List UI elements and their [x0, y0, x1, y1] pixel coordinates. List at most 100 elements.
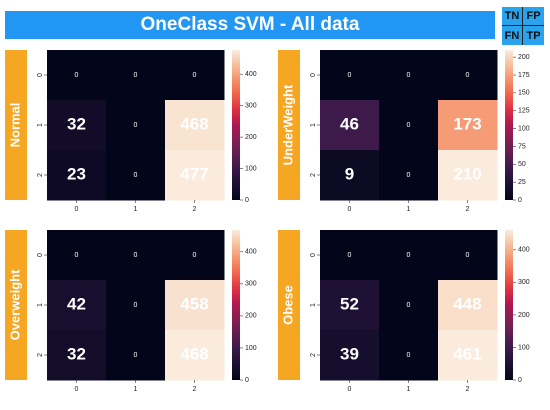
- heatmap-cell: [106, 330, 166, 381]
- y-tick-label: 0: [310, 253, 317, 257]
- y-tick-label: 2: [37, 173, 44, 177]
- colorbar-tick-label: 100: [518, 125, 530, 132]
- y-tick-label: 0: [37, 253, 44, 257]
- heatmap-cell: [320, 330, 380, 381]
- heatmap-cell: [165, 150, 225, 201]
- colorbar-tick-label: 25: [518, 179, 526, 186]
- colorbar-tick-label: 0: [245, 197, 249, 204]
- heatmap-cell: [165, 230, 225, 281]
- y-tick-label: 2: [310, 353, 317, 357]
- cell-value: 9: [345, 164, 354, 183]
- cell-value: 0: [134, 352, 138, 359]
- heatmap-cell: [379, 50, 439, 101]
- colorbar-tick-label: 125: [518, 108, 530, 115]
- cell-value: 0: [348, 72, 352, 79]
- x-tick-label: 0: [75, 206, 79, 213]
- heatmap-cell: [47, 230, 107, 281]
- colorbar-tick-label: 200: [518, 312, 530, 319]
- chart-title: OneClass SVM - All data: [5, 11, 495, 39]
- colorbar: [505, 50, 513, 200]
- y-tick-label: 0: [37, 73, 44, 77]
- heatmap-cell: [106, 100, 166, 151]
- heatmap-svg: Normal 0 0 0 32 0 468 23 0 477 0 1 2 0 1 2 0 100 200 300 400: [5, 50, 257, 213]
- cell-value: 458: [180, 294, 208, 313]
- heatmap-svg: Overweight 0 0 0 42 0 458 32 0 468 0 1 2 0 1 2 0 100 200 30…: [5, 230, 257, 393]
- colorbar-tick-label: 0: [518, 197, 522, 204]
- heatmap-cell: [106, 150, 166, 201]
- row-label: UnderWeight: [280, 84, 295, 165]
- colorbar-tick-label: 400: [518, 247, 530, 254]
- legend-tn: TN: [502, 7, 523, 26]
- y-tick-label: 1: [310, 303, 317, 307]
- cell-value: 0: [134, 302, 138, 309]
- cell-value: 173: [453, 114, 481, 133]
- heatmap-svg: UnderWeight 0 0 0 46 0 173 9 0 210 0 1 2 0 1 2 0 25 50 75 10…: [278, 50, 530, 213]
- cell-value: 52: [340, 294, 359, 313]
- cell-value: 0: [407, 72, 411, 79]
- x-tick-label: 0: [348, 386, 352, 393]
- heatmap-cell: [320, 150, 380, 201]
- cell-value: 0: [75, 72, 79, 79]
- cell-value: 42: [67, 294, 86, 313]
- row-label: Normal: [7, 103, 22, 148]
- cell-value: 0: [193, 252, 197, 259]
- heatmap-cell: [438, 330, 498, 381]
- heatmap-panel-overweight: Overweight 0 0 0 42 0 458 32 0 468 0 1 2 0 1 2 0 100 200 30…: [5, 226, 270, 403]
- cell-value: 0: [466, 252, 470, 259]
- heatmap-panel-underweight: UnderWeight 0 0 0 46 0 173 9 0 210 0 1 2 0 1 2 0 25 50 75 10…: [278, 46, 543, 223]
- colorbar-tick-label: 50: [518, 161, 526, 168]
- heatmap-cell: [47, 150, 107, 201]
- cell-value: 0: [407, 252, 411, 259]
- x-tick-label: 1: [407, 386, 411, 393]
- x-tick-label: 2: [466, 386, 470, 393]
- heatmap-cell: [379, 100, 439, 151]
- heatmap-cell: [438, 100, 498, 151]
- cell-value: 448: [453, 294, 481, 313]
- colorbar-tick-label: 0: [245, 377, 249, 384]
- cell-value: 0: [134, 72, 138, 79]
- colorbar-tick-label: 100: [518, 344, 530, 351]
- colorbar-tick-label: 175: [518, 72, 530, 79]
- heatmap-panel-normal: Normal 0 0 0 32 0 468 23 0 477 0 1 2 0 1 2 0 100 200 300 400: [5, 46, 270, 223]
- cell-value: 0: [407, 172, 411, 179]
- colorbar: [505, 230, 513, 380]
- heatmap-cell: [47, 280, 107, 331]
- heatmap-cell: [165, 280, 225, 331]
- heatmap-cell: [165, 100, 225, 151]
- y-tick-label: 0: [310, 73, 317, 77]
- x-tick-label: 1: [134, 206, 138, 213]
- legend-fp: FP: [523, 7, 544, 26]
- cell-value: 39: [340, 344, 359, 363]
- x-tick-label: 2: [466, 206, 470, 213]
- heatmap-cell: [106, 280, 166, 331]
- cell-value: 0: [466, 72, 470, 79]
- cell-value: 461: [453, 344, 481, 363]
- y-tick-label: 1: [37, 123, 44, 127]
- cell-value: 210: [453, 164, 481, 183]
- colorbar-tick-label: 75: [518, 143, 526, 150]
- cell-value: 0: [75, 252, 79, 259]
- heatmap-cell: [379, 230, 439, 281]
- cell-value: 32: [67, 114, 86, 133]
- cell-value: 468: [180, 114, 208, 133]
- heatmap-cell: [438, 50, 498, 101]
- x-tick-label: 1: [134, 386, 138, 393]
- legend-tp: TP: [526, 29, 541, 42]
- heatmap-cell: [320, 50, 380, 101]
- cell-value: 477: [180, 164, 208, 183]
- row-label-bg: [5, 230, 27, 380]
- row-label: Obese: [280, 285, 295, 325]
- cell-value: 468: [180, 344, 208, 363]
- heatmap-cell: [438, 280, 498, 331]
- colorbar-tick-label: 0: [518, 377, 522, 384]
- heatmap-cell: [165, 50, 225, 101]
- confusion-legend: TN FP FN TP: [502, 7, 544, 45]
- colorbar-tick-label: 300: [245, 103, 257, 110]
- heatmap-cell: [379, 280, 439, 331]
- y-tick-label: 2: [310, 173, 317, 177]
- heatmap-cell: [320, 280, 380, 331]
- cell-value: 0: [193, 72, 197, 79]
- cell-value: 0: [134, 172, 138, 179]
- y-tick-label: 1: [310, 123, 317, 127]
- legend-fn: FN: [502, 26, 523, 45]
